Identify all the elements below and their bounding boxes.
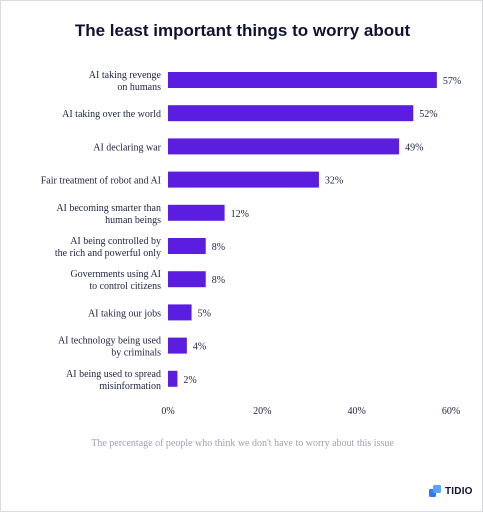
bar [168, 238, 206, 254]
bar [168, 105, 414, 122]
bar-value-label: 52% [419, 109, 437, 120]
bar-value-label: 4% [193, 342, 206, 353]
brand-logo: TIDIO [429, 485, 473, 497]
x-tick-label: 60% [442, 406, 460, 417]
bar-value-label: 2% [183, 375, 196, 386]
category-label: AI taking over the world [62, 109, 161, 120]
bar [168, 72, 437, 88]
bar [168, 171, 319, 188]
bar [168, 337, 187, 354]
bar-value-label: 8% [212, 242, 225, 253]
bar [168, 370, 178, 387]
x-tick-label: 0% [161, 406, 174, 417]
category-label: AI taking our jobs [88, 308, 161, 319]
category-label: AI technology being used [58, 336, 161, 347]
category-label: by criminals [111, 348, 161, 359]
category-label: the rich and powerful only [55, 248, 161, 259]
bar-value-label: 57% [443, 76, 461, 87]
brand-name: TIDIO [445, 485, 473, 497]
category-label: on humans [117, 82, 161, 93]
category-label: AI being controlled by [70, 236, 161, 247]
category-label: human beings [105, 215, 161, 226]
tidio-logo-icon [429, 485, 441, 497]
x-tick-label: 20% [253, 406, 271, 417]
bar-value-label: 32% [325, 176, 343, 187]
category-label: AI being used to spread [66, 369, 161, 380]
category-label: misinformation [99, 381, 161, 392]
bar [168, 304, 192, 321]
bar [168, 204, 225, 221]
bar [168, 138, 400, 155]
bar-value-label: 8% [212, 275, 225, 286]
category-label: Fair treatment of robot and AI [41, 176, 161, 187]
bar-value-label: 49% [405, 142, 423, 153]
chart-caption: The percentage of people who think we do… [91, 438, 394, 449]
bar-value-label: 12% [231, 209, 249, 220]
chart-title: The least important things to worry abou… [74, 21, 411, 40]
category-label: AI becoming smarter than [56, 203, 161, 214]
x-tick-label: 40% [347, 406, 365, 417]
bar-value-label: 5% [198, 308, 211, 319]
bar [168, 271, 206, 288]
category-label: to control citizens [89, 281, 161, 292]
category-label: AI taking revenge [89, 70, 162, 81]
category-label: AI declaring war [93, 142, 161, 153]
category-label: Governments using AI [70, 269, 161, 280]
